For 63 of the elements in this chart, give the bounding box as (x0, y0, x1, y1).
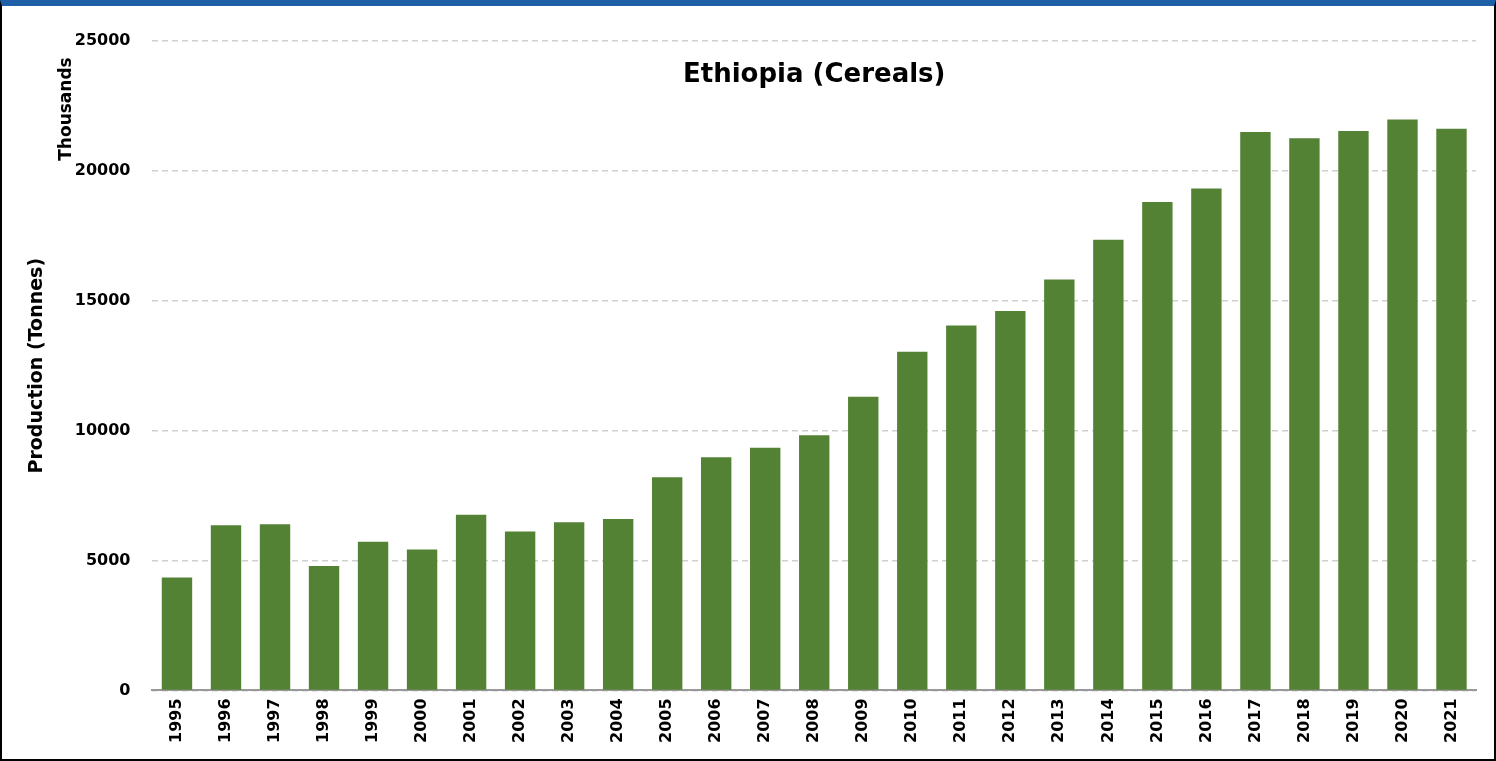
bar (553, 522, 585, 690)
x-tick-label: 1998 (313, 698, 333, 743)
x-tick-label: 2004 (607, 698, 627, 743)
x-tick-label: 2019 (1342, 698, 1362, 743)
x-tick-label: 1997 (264, 698, 284, 743)
bar (161, 577, 193, 690)
bar (308, 566, 340, 690)
x-tick-label: 2013 (1048, 698, 1068, 743)
bar (1289, 138, 1320, 690)
x-tick-label: 2018 (1293, 698, 1313, 743)
bar (1142, 202, 1173, 690)
bar (897, 351, 928, 690)
bar (602, 519, 634, 690)
x-tick-label: 1999 (362, 698, 382, 743)
bar (651, 477, 683, 690)
x-tick-label: 2006 (705, 698, 725, 743)
x-tick-label: 2008 (803, 698, 823, 743)
y-tick-label: 10000 (74, 419, 131, 439)
bar (946, 325, 977, 690)
x-tick-label: 2021 (1440, 698, 1460, 743)
bar (357, 541, 389, 690)
bar (995, 310, 1026, 690)
y-tick-label: 5000 (85, 549, 131, 569)
bar (1338, 130, 1369, 690)
y-tick-label: 15000 (74, 289, 131, 309)
bar (1093, 239, 1124, 690)
y-tick-label: 20000 (74, 160, 131, 180)
x-tick-label: 2000 (411, 698, 431, 743)
x-tick-label: 2020 (1391, 698, 1411, 743)
x-tick-label: 2010 (901, 698, 921, 743)
text: Ethiopia (Cereals) (683, 57, 946, 88)
bar (1436, 128, 1467, 690)
x-tick-label: 2001 (460, 698, 480, 743)
x-tick-label: 2011 (950, 698, 970, 743)
x-tick-label: 2017 (1244, 698, 1264, 743)
x-tick-label: 2012 (999, 698, 1019, 743)
bar (259, 524, 291, 690)
bar (799, 435, 830, 690)
y-axis-title: Production (Tonnes) (24, 257, 47, 474)
x-tick-label: 1995 (166, 698, 186, 743)
bar (1044, 279, 1075, 690)
bar (455, 514, 487, 690)
bar (701, 457, 732, 690)
bar (504, 531, 536, 690)
x-tick-label: 2003 (558, 698, 578, 743)
bar (406, 549, 438, 690)
x-tick-label: 2009 (852, 698, 872, 743)
x-tick-label: 2002 (509, 698, 529, 743)
bar (750, 447, 781, 690)
x-tick-label: 2005 (656, 698, 676, 743)
bar (1240, 131, 1271, 690)
bar (848, 396, 879, 690)
y-tick-label: 0 (119, 679, 131, 699)
x-tick-label: 2015 (1146, 698, 1166, 743)
x-tick-label: 2007 (754, 698, 774, 743)
x-tick-label: 2014 (1097, 698, 1117, 743)
text: Thousands (55, 57, 76, 161)
x-tick-label: 2016 (1195, 698, 1215, 743)
y-tick-label: 25000 (74, 30, 131, 50)
bar (1387, 119, 1418, 690)
x-tick-label: 1996 (215, 698, 235, 743)
bar (210, 525, 242, 690)
bar (1191, 188, 1222, 690)
